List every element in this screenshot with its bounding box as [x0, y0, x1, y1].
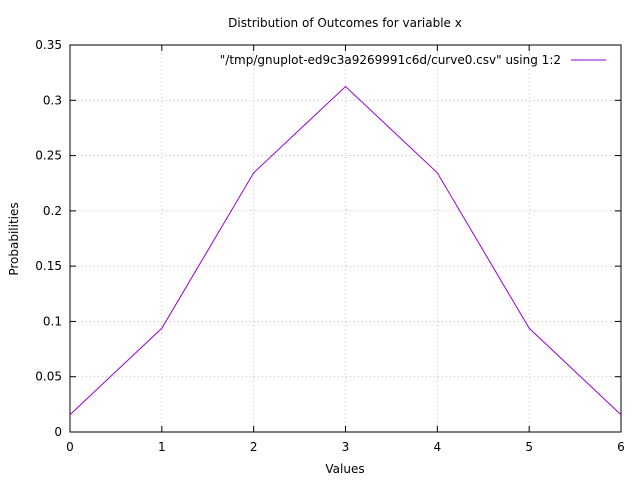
y-tick-label: 0.35: [35, 38, 62, 52]
y-tick-label: 0.15: [35, 259, 62, 273]
x-tick-label: 4: [434, 440, 442, 454]
y-tick-label: 0.3: [43, 93, 62, 107]
axis-ticks: 0 1 2 3 4 5 6 0 0.05 0.1 0.15 0.2 0.25 0.3 0.35: [35, 38, 625, 454]
x-tick-label: 0: [66, 440, 74, 454]
series-layer: [69, 85, 622, 416]
y-tick-label: 0.05: [35, 370, 62, 384]
x-axis-label: Values: [325, 462, 364, 476]
grid-lines: [70, 45, 621, 432]
legend: "/tmp/gnuplot-ed9c3a9269991c6d/curve0.cs…: [220, 53, 606, 67]
x-tick-label: 1: [158, 440, 166, 454]
legend-label-curve0: "/tmp/gnuplot-ed9c3a9269991c6d/curve0.cs…: [220, 53, 561, 67]
x-tick-label: 2: [250, 440, 258, 454]
x-tick-label: 3: [342, 440, 350, 454]
y-tick-label: 0.2: [43, 204, 62, 218]
x-tick-label: 5: [525, 440, 533, 454]
series-line-0: [69, 85, 622, 416]
y-tick-label: 0.25: [35, 149, 62, 163]
x-tick-label: 6: [617, 440, 625, 454]
y-tick-label: 0: [54, 425, 62, 439]
y-tick-label: 0.1: [43, 314, 62, 328]
chart-title: Distribution of Outcomes for variable x: [228, 16, 462, 30]
y-axis-label: Probabilities: [7, 202, 21, 275]
